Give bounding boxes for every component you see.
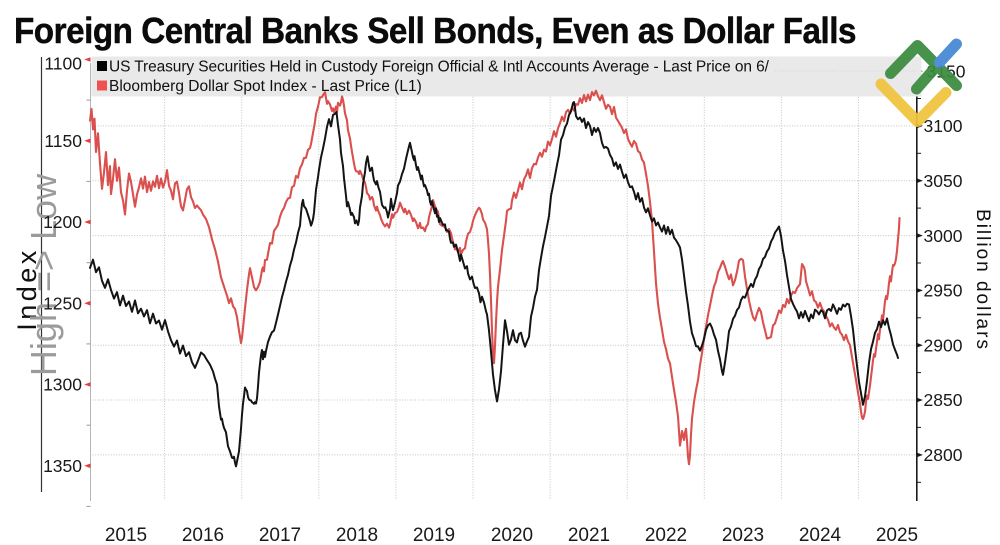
- svg-text:2024: 2024: [799, 525, 842, 545]
- svg-text:2016: 2016: [182, 525, 224, 545]
- svg-text:2022: 2022: [645, 525, 687, 545]
- svg-text:1150: 1150: [44, 131, 82, 151]
- svg-text:3000: 3000: [924, 226, 963, 246]
- svg-text:Index: Index: [12, 247, 42, 331]
- svg-text:High => Low: High => Low: [23, 173, 64, 376]
- svg-text:2023: 2023: [722, 525, 764, 545]
- svg-text:Billion dollars: Billion dollars: [972, 209, 993, 351]
- svg-text:1350: 1350: [43, 456, 82, 476]
- svg-text:US Treasury Securities Held in: US Treasury Securities Held in Custody F…: [109, 59, 770, 76]
- svg-text:Bloomberg Dollar Spot Index -: Bloomberg Dollar Spot Index - Last Price…: [109, 78, 422, 95]
- svg-text:2017: 2017: [259, 525, 301, 545]
- svg-text:2850: 2850: [924, 390, 963, 410]
- svg-text:2950: 2950: [924, 281, 963, 301]
- svg-text:2021: 2021: [568, 525, 610, 545]
- svg-text:3050: 3050: [924, 171, 963, 191]
- svg-text:2018: 2018: [336, 525, 378, 545]
- svg-text:2025: 2025: [876, 525, 918, 545]
- svg-text:1200: 1200: [43, 212, 82, 232]
- svg-text:2020: 2020: [491, 525, 533, 545]
- svg-text:2900: 2900: [924, 335, 963, 355]
- svg-text:1250: 1250: [43, 294, 82, 314]
- svg-text:2019: 2019: [413, 525, 455, 545]
- svg-text:1300: 1300: [43, 375, 82, 395]
- svg-text:2800: 2800: [924, 445, 963, 465]
- svg-text:1100: 1100: [44, 54, 82, 74]
- svg-text:3100: 3100: [924, 116, 963, 136]
- svg-text:2015: 2015: [105, 525, 147, 545]
